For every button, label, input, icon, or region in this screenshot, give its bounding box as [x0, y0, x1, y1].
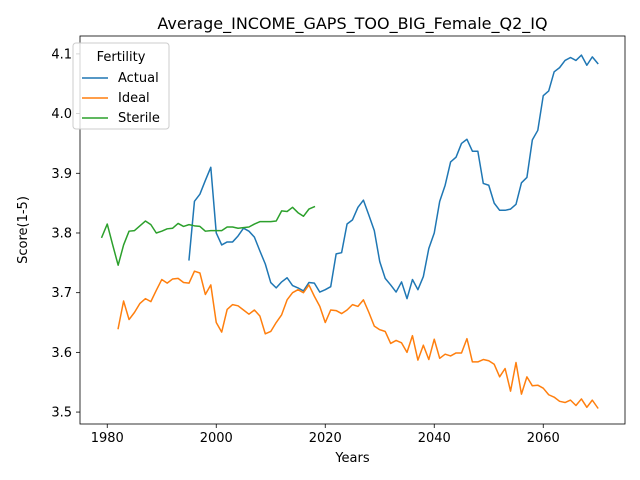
- x-axis-label: Years: [334, 451, 370, 466]
- series-line-sterile: [100, 205, 316, 266]
- y-tick-label: 3.9: [51, 167, 72, 182]
- x-tick-label: 1980: [91, 431, 124, 446]
- y-axis: 3.5 3.6 3.7 3.8 3.9 4.0 4.1: [51, 47, 80, 421]
- series-actual: [188, 54, 599, 300]
- series-sterile: [100, 205, 316, 266]
- chart-title: Average_INCOME_GAPS_TOO_BIG_Female_Q2_IQ: [157, 14, 547, 34]
- legend-box: [72, 42, 170, 130]
- plot-area: [79, 35, 626, 425]
- y-tick-label: 3.5: [51, 406, 72, 421]
- x-tick-label: 2040: [418, 431, 451, 446]
- y-axis-label: Score(1-5): [16, 196, 31, 264]
- y-tick-label: 4.0: [51, 107, 72, 122]
- y-tick-label: 4.1: [51, 47, 72, 62]
- y-tick-label: 3.8: [51, 226, 72, 241]
- legend-label-ideal: Ideal: [118, 91, 150, 106]
- legend-title: Fertility: [97, 50, 146, 65]
- x-tick-label: 2060: [527, 431, 560, 446]
- legend: Fertility Actual Ideal Sterile: [72, 42, 170, 130]
- y-tick-label: 3.6: [51, 346, 72, 361]
- series-line-actual: [188, 54, 599, 300]
- legend-label-sterile: Sterile: [118, 111, 160, 126]
- x-tick-label: 2020: [309, 431, 342, 446]
- legend-label-actual: Actual: [118, 71, 159, 86]
- series-line-ideal: [117, 270, 599, 409]
- axes-frame: [79, 35, 626, 425]
- y-tick-label: 3.7: [51, 286, 72, 301]
- series-ideal: [117, 270, 599, 409]
- x-tick-label: 2000: [200, 431, 233, 446]
- x-axis: 1980 2000 2020 2040 2060: [91, 424, 560, 446]
